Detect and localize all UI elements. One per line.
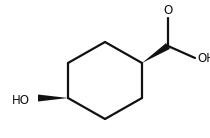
Polygon shape bbox=[38, 95, 68, 102]
Text: O: O bbox=[163, 5, 173, 18]
Text: HO: HO bbox=[12, 94, 30, 107]
Polygon shape bbox=[142, 43, 170, 63]
Text: OH: OH bbox=[197, 51, 210, 64]
